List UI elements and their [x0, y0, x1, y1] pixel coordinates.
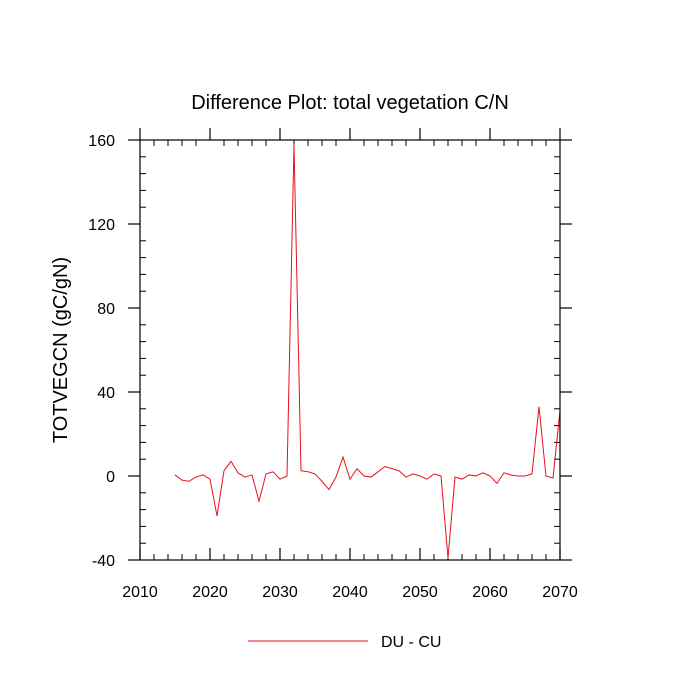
plot-area: [174, 144, 560, 558]
x-tick-label: 2060: [472, 584, 508, 601]
y-axis-label: TOTVEGCN (gC/gN): [50, 257, 72, 443]
minor-ticks: [140, 140, 560, 560]
x-tick-label: 2010: [122, 584, 158, 601]
legend-label: DU - CU: [381, 634, 441, 651]
y-tick-label: 0: [106, 469, 115, 486]
series-line-0: [174, 144, 560, 558]
x-tick-label: 2020: [192, 584, 228, 601]
x-tick-label: 2050: [402, 584, 438, 601]
y-tick-label: -40: [92, 553, 115, 570]
x-tick-label: 2070: [542, 584, 578, 601]
tick-labels: 2010 2020 2030 2040 2050 2060 2070 -40 0 40 80 120 1…: [88, 133, 578, 601]
legend: DU - CU: [248, 634, 441, 651]
major-ticks: [128, 128, 572, 561]
chart-title: Difference Plot: total vegetation C/N: [191, 92, 509, 114]
y-tick-label: 160: [88, 133, 115, 150]
x-tick-label: 2030: [262, 584, 298, 601]
y-tick-label: 40: [97, 385, 115, 402]
x-tick-label: 2040: [332, 584, 368, 601]
y-tick-label: 80: [97, 301, 115, 318]
plot-frame: [139, 139, 561, 561]
y-tick-label: 120: [88, 217, 115, 234]
